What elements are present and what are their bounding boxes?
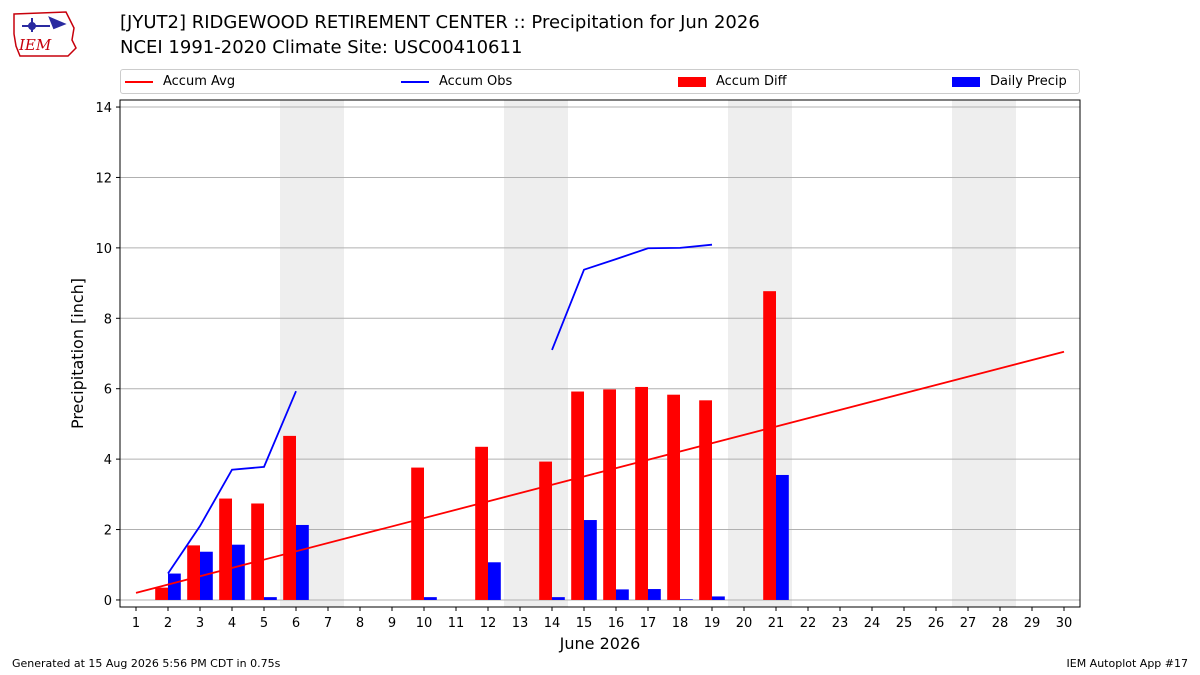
x-tick-label: 17 [640, 616, 657, 631]
plot-frame [119, 99, 1081, 608]
x-tick-label: 8 [356, 616, 364, 631]
x-tick-label: 19 [704, 616, 721, 631]
accum-diff-bar [283, 435, 296, 600]
accum-diff-bar [571, 391, 584, 600]
weather-station-icon [22, 16, 67, 32]
x-tick-label: 18 [672, 616, 689, 631]
x-tick-label: 12 [480, 616, 497, 631]
accum-diff-bar [539, 461, 552, 600]
x-tick-label: 24 [864, 616, 881, 631]
chart-title: [JYUT2] RIDGEWOOD RETIREMENT CENTER :: P… [120, 12, 760, 33]
daily-precip-bar [264, 597, 277, 600]
accum-diff-bar [699, 400, 712, 600]
accum-diff-bar [155, 587, 168, 600]
x-tick-label: 3 [196, 616, 204, 631]
accum-avg-line [135, 350, 1065, 594]
daily-precip-bar [552, 597, 565, 600]
y-tick-label: 2 [104, 524, 112, 539]
legend-item-accum-avg: Accum Avg [125, 74, 235, 89]
chart-subtitle: NCEI 1991-2020 Climate Site: USC00410611 [120, 37, 523, 58]
x-tick-label: 22 [800, 616, 817, 631]
daily-precip-bar [776, 474, 789, 600]
accum-diff-bar [411, 467, 424, 600]
x-tick-label: 29 [1024, 616, 1041, 631]
x-tick-label: 16 [608, 616, 625, 631]
x-tick-label: 13 [512, 616, 529, 631]
iem-logo: IEM [13, 11, 77, 57]
x-tick-label: 25 [896, 616, 913, 631]
x-tick-label: 7 [324, 616, 332, 631]
y-tick-label: 10 [95, 242, 112, 257]
legend-swatch-accum-diff [678, 76, 706, 87]
x-axis-label: June 2026 [559, 634, 641, 653]
legend-swatch-accum-avg [125, 80, 153, 83]
x-tick-label: 5 [260, 616, 268, 631]
x-tick-label: 6 [292, 616, 300, 631]
accum-diff-bar [219, 498, 232, 600]
daily-precip-bar [200, 551, 213, 600]
daily-precip-bar [648, 589, 661, 600]
legend-label-accum-diff: Accum Diff [716, 74, 787, 89]
accum-diff-bar [635, 386, 648, 600]
accum-diff-bar [187, 545, 200, 600]
daily-precip-bar [584, 520, 597, 600]
legend: Accum Avg Accum Obs Accum Diff Daily Pre… [120, 69, 1080, 94]
x-tick-label: 4 [228, 616, 236, 631]
x-tick-label: 9 [388, 616, 396, 631]
accum-diff-bar [603, 389, 616, 600]
y-tick-label: 12 [95, 171, 112, 186]
x-tick-label: 1 [132, 616, 140, 631]
y-tick-label: 6 [104, 383, 112, 398]
y-tick-label: 14 [95, 101, 112, 116]
daily-precip-bar [616, 589, 629, 600]
x-tick-label: 15 [576, 616, 593, 631]
x-tick-label: 10 [416, 616, 433, 631]
daily-precip-bar [296, 524, 309, 600]
x-tick-label: 30 [1056, 616, 1073, 631]
daily-precip-bar [424, 597, 437, 600]
x-tick-label: 11 [448, 616, 465, 631]
accum-diff-bar [475, 446, 488, 600]
daily-precip-bar [488, 562, 501, 600]
y-tick-label: 8 [104, 312, 112, 327]
legend-label-accum-avg: Accum Avg [163, 74, 236, 89]
x-tick-label: 26 [928, 616, 945, 631]
logo-text: IEM [18, 36, 52, 54]
legend-item-daily-precip: Daily Precip [952, 74, 1067, 89]
generated-timestamp: Generated at 15 Aug 2026 5:56 PM CDT in … [12, 657, 281, 670]
legend-item-accum-obs: Accum Obs [401, 74, 512, 89]
x-tick-label: 23 [832, 616, 849, 631]
weekend-shade [504, 100, 568, 607]
x-tick-label: 21 [768, 616, 785, 631]
legend-label-daily-precip: Daily Precip [990, 74, 1067, 89]
app-label: IEM Autoplot App #17 [1066, 657, 1189, 670]
x-tick-label: 27 [960, 616, 977, 631]
x-tick-label: 20 [736, 616, 753, 631]
daily-precip-bar [168, 573, 181, 600]
weekend-shade [952, 100, 1016, 607]
accum-diff-bar [763, 291, 776, 600]
daily-precip-bar [680, 599, 693, 600]
daily-precip-bar [232, 544, 245, 600]
legend-swatch-daily-precip [952, 76, 980, 87]
legend-swatch-accum-obs [401, 80, 429, 83]
x-tick-label: 2 [164, 616, 172, 631]
y-tick-label: 4 [104, 453, 112, 468]
legend-item-accum-diff: Accum Diff [678, 74, 787, 89]
daily-precip-bar [712, 596, 725, 600]
legend-label-accum-obs: Accum Obs [439, 74, 513, 89]
accum-diff-bar [667, 394, 680, 600]
accum-obs-line [167, 390, 297, 575]
accum-obs-line [551, 243, 713, 351]
y-tick-label: 0 [104, 594, 112, 609]
x-tick-label: 28 [992, 616, 1009, 631]
accum-diff-bar [251, 503, 264, 600]
y-axis-label: Precipitation [inch] [68, 278, 87, 429]
x-tick-label: 14 [544, 616, 561, 631]
